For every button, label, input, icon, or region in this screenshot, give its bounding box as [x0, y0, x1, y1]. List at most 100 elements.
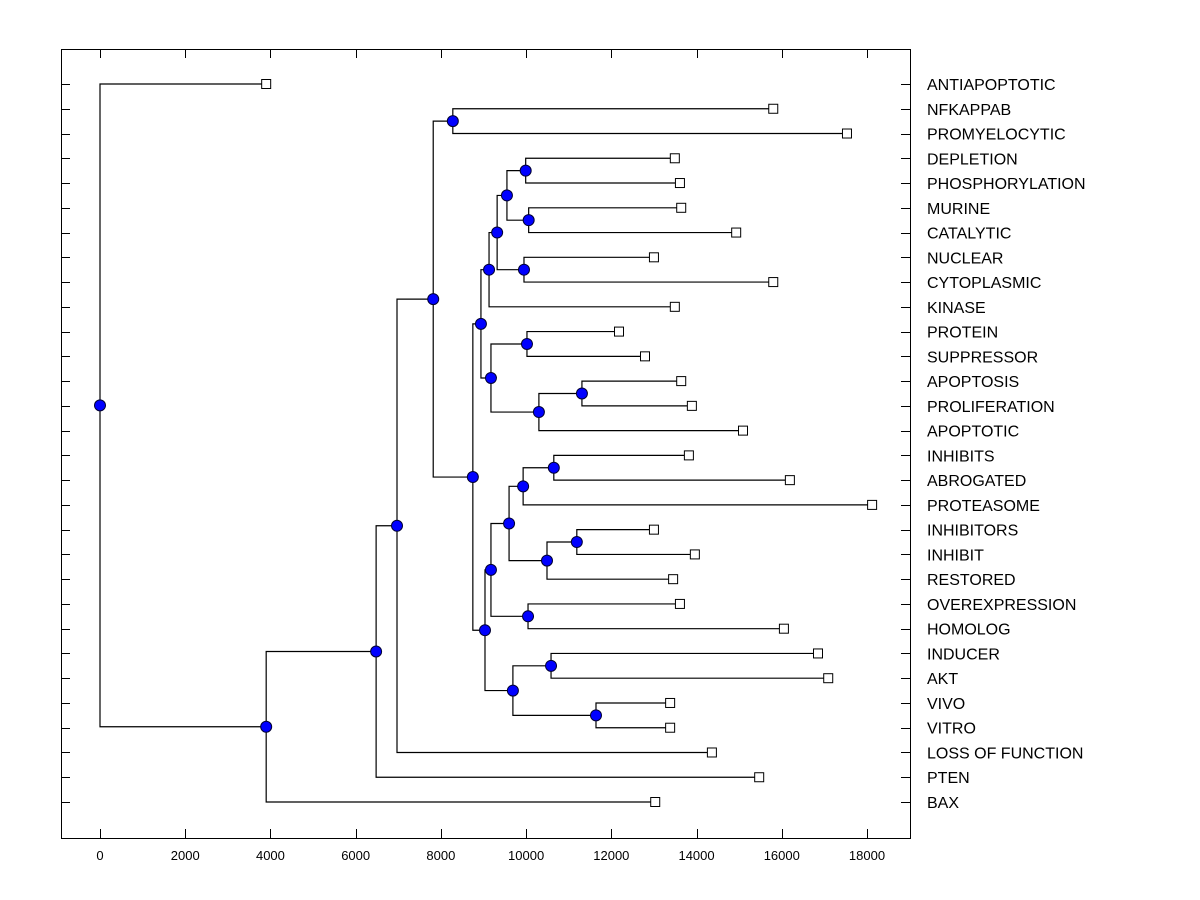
branch-line — [490, 378, 539, 413]
x-axis-tick-labels: 0 2000 4000 6000 8000 10000 12000 14000 16000 180… — [96, 848, 885, 863]
leaf-node-marker — [648, 252, 659, 263]
internal-node-marker — [446, 115, 459, 128]
internal-node-marker — [503, 517, 516, 530]
branch-line — [452, 121, 847, 135]
leaf-label: SUPPRESSOR — [927, 349, 1038, 366]
internal-node-marker — [491, 226, 504, 239]
leaf-label: ANTIAPOPTOTIC — [927, 77, 1056, 94]
branch-line — [472, 323, 481, 478]
branch-line — [527, 603, 680, 617]
branch-line — [508, 523, 547, 562]
leaf-node-marker — [261, 79, 272, 89]
x-tick-label: 16000 — [764, 848, 800, 863]
leaf-node-marker — [674, 598, 685, 609]
leaf-label: OVEREXPRESSION — [927, 597, 1076, 614]
leaf-node-marker — [669, 153, 680, 164]
leaf-node-marker — [706, 747, 717, 758]
leaf-node-marker — [668, 574, 679, 585]
leaf-label: CATALYTIC — [927, 226, 1011, 243]
branch-line — [490, 522, 510, 570]
leaf-label: PROLIFERATION — [927, 399, 1055, 416]
leaf-label: INHIBITS — [927, 448, 995, 465]
leaf-node-marker — [665, 697, 676, 708]
leaf-label: INHIBITORS — [927, 523, 1018, 540]
leaf-label: RESTORED — [927, 572, 1016, 589]
branch-line — [488, 269, 675, 308]
branch-line — [484, 569, 491, 631]
branch-line — [526, 330, 620, 344]
leaf-node-marker — [841, 128, 852, 139]
internal-node-marker — [570, 536, 583, 549]
branch-line — [528, 220, 737, 234]
branch-line — [523, 256, 654, 270]
branch-line — [265, 726, 656, 803]
leaf-label: BAX — [927, 795, 959, 812]
internal-node-marker — [520, 337, 533, 350]
leaf-label: NFKAPPAB — [927, 102, 1011, 119]
leaf-node-marker — [867, 499, 878, 510]
leaf-label: PTEN — [927, 770, 970, 787]
internal-node-marker — [545, 659, 558, 672]
leaf-node-marker — [754, 772, 765, 783]
leaf-node-marker — [823, 673, 834, 684]
branch-line — [432, 120, 453, 300]
internal-node-marker — [478, 624, 491, 637]
branch-line — [581, 393, 692, 407]
branch-line — [595, 715, 671, 729]
plot-frame-rect — [61, 49, 911, 839]
internal-node-marker — [519, 164, 532, 177]
internal-node-marker — [575, 387, 588, 400]
leaf-node-marker — [784, 475, 795, 486]
leaf-labels: ANTIAPOPTOTIC NFKAPPAB PROMYELOCYTIC DEPLET… — [927, 77, 1086, 812]
branch-line — [525, 157, 675, 171]
branch-line — [527, 616, 784, 630]
branch-line — [99, 83, 267, 406]
leaf-label: INHIBIT — [927, 547, 984, 564]
internal-node-marker — [522, 214, 535, 227]
branch-line — [522, 486, 873, 506]
leaf-label: PHOSPHORYLATION — [927, 176, 1086, 193]
branch-line — [538, 392, 582, 413]
x-tick-label: 8000 — [426, 848, 455, 863]
branch-line — [553, 467, 790, 481]
leaf-node-marker — [665, 722, 676, 733]
branch-line — [375, 651, 760, 778]
branch-line — [526, 343, 645, 357]
x-tick-label: 14000 — [678, 848, 714, 863]
internal-node-marker — [532, 406, 545, 419]
branch-line — [484, 630, 513, 692]
internal-node-marker — [484, 563, 497, 576]
leaf-label: APOPTOTIC — [927, 424, 1019, 441]
branch-line — [576, 529, 654, 543]
leaf-node-marker — [738, 425, 749, 436]
leaf-node-marker — [669, 301, 680, 312]
leaf-label: PROMYELOCYTIC — [927, 127, 1066, 144]
branch-line — [490, 343, 527, 379]
branch-line — [496, 232, 524, 271]
leaf-label: LOSS OF FUNCTION — [927, 745, 1083, 762]
branch-line — [480, 323, 491, 379]
leaf-node-marker — [674, 178, 685, 189]
x-tick-label: 0 — [96, 848, 103, 863]
branch-line — [525, 170, 680, 184]
leaf-node-marker — [676, 202, 687, 213]
x-tick-label: 2000 — [171, 848, 200, 863]
leaf-label: VIVO — [927, 696, 965, 713]
plot-frame — [61, 49, 911, 839]
branch-line — [265, 650, 377, 727]
branch-line — [432, 299, 473, 478]
branch-line — [595, 702, 671, 716]
x-tick-label: 10000 — [508, 848, 544, 863]
x-tick-label: 12000 — [593, 848, 629, 863]
branch-line — [550, 652, 818, 666]
leaf-node-marker — [689, 549, 700, 560]
internal-node-marker — [466, 471, 479, 484]
branch-line — [375, 525, 397, 652]
x-tick-label: 18000 — [849, 848, 885, 863]
leaf-label: KINASE — [927, 300, 986, 317]
leaf-label: PROTEIN — [927, 325, 998, 342]
leaf-node-marker — [650, 797, 661, 807]
internal-node-marker — [483, 263, 496, 276]
x-tick-label: 6000 — [341, 848, 370, 863]
